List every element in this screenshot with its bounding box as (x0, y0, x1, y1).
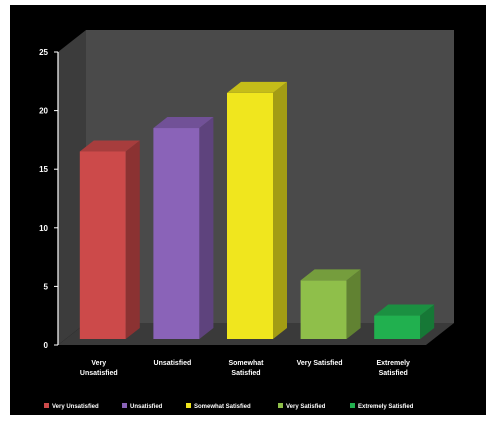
y-tick-label: 15 (39, 165, 48, 174)
legend-label: Extremely Satisfied (358, 404, 414, 410)
x-category-label: Very Unsatisfied (80, 360, 118, 377)
legend-item: Very Satisfied (278, 403, 326, 410)
bar-front (300, 280, 347, 339)
legend-item: Extremely Satisfied (350, 403, 414, 410)
bar-top (227, 81, 287, 93)
bar-front (374, 315, 421, 339)
bar (374, 304, 435, 339)
bar (227, 81, 287, 339)
y-tick-label: 5 (44, 282, 49, 291)
x-category-label: Unsatisfied (154, 360, 192, 367)
bar-chart-3d: 0 5 10 15 20 25 Very Unsatisfied Unsatisfied Som… (39, 30, 454, 410)
x-axis-category-labels: Very Unsatisfied Unsatisfied Somewhat Satisf… (80, 360, 410, 377)
bar-side (420, 304, 435, 339)
bar-front (153, 128, 200, 339)
bar-top (153, 117, 214, 129)
legend-label: Very Satisfied (286, 404, 326, 410)
legend-item: Very Unsatisfied (44, 403, 99, 410)
legend-swatch (122, 403, 127, 408)
bar-side (346, 269, 361, 339)
y-tick-label: 25 (39, 48, 48, 57)
bar-side (273, 81, 287, 339)
y-tick-label: 20 (39, 107, 48, 116)
chart-figure: 0 5 10 15 20 25 Very Unsatisfied Unsatisfied Som… (10, 5, 486, 415)
legend-label: Somewhat Satisfied (194, 404, 251, 410)
y-axis-ticks: 0 5 10 15 20 25 (39, 48, 58, 350)
bar (79, 140, 140, 339)
legend-label: Unsatisfied (130, 404, 163, 410)
legend-item: Unsatisfied (122, 403, 163, 410)
bar-top (300, 269, 361, 281)
legend-swatch (278, 403, 283, 408)
legend-label: Very Unsatisfied (52, 404, 99, 410)
y-tick-label: 10 (39, 224, 48, 233)
bar-side (199, 117, 214, 339)
legend: Very Unsatisfied Unsatisfied Somewhat Sati… (44, 403, 414, 410)
bar-series (79, 81, 435, 339)
bar-front (79, 151, 126, 339)
side-wall (58, 30, 86, 345)
x-category-label: Very Satisfied (297, 360, 343, 367)
bar-side (125, 140, 140, 339)
x-category-label: Extremely Satisfied (376, 360, 410, 377)
x-category-label: Somewhat Satisfied (228, 360, 264, 377)
bar (153, 117, 214, 339)
legend-swatch (186, 403, 191, 408)
legend-item: Somewhat Satisfied (186, 403, 251, 410)
legend-swatch (350, 403, 355, 408)
bar-front (227, 92, 273, 339)
bar-top (79, 140, 140, 152)
bar (300, 269, 361, 339)
legend-swatch (44, 403, 49, 408)
y-tick-label: 0 (44, 341, 49, 350)
bar-top (374, 304, 435, 316)
